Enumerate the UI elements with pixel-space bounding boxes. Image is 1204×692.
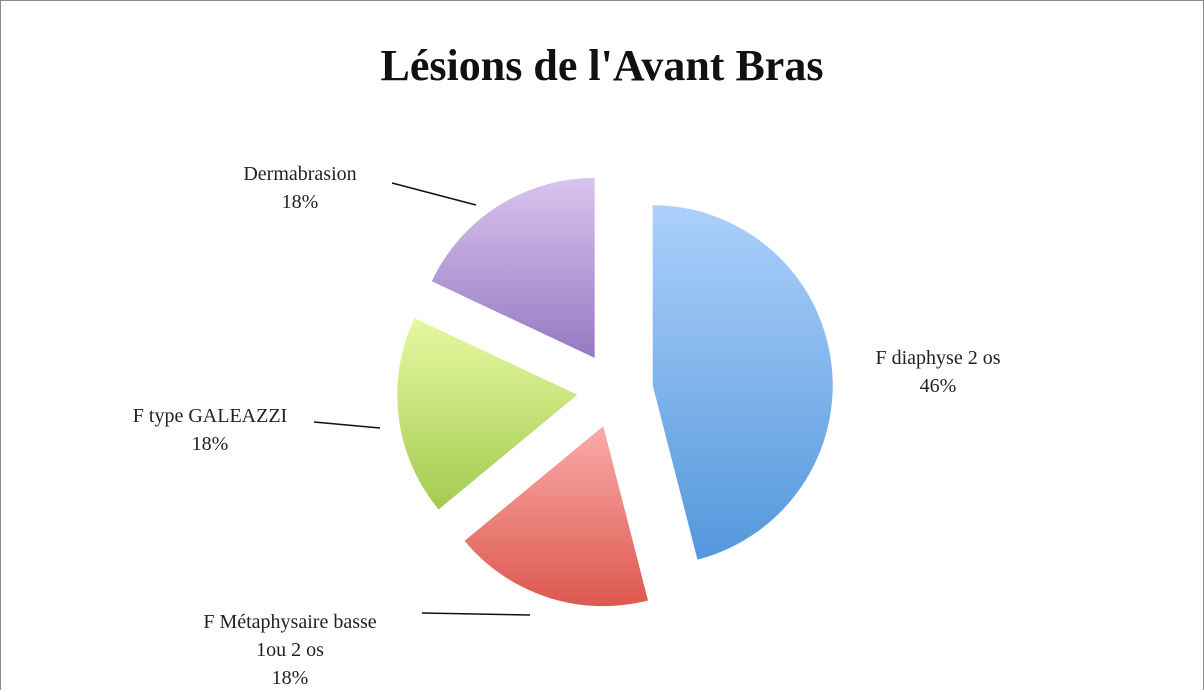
slice-value: 18% (271, 667, 309, 689)
pie-slice (431, 177, 595, 358)
slice-category: F Métaphysaire basse 1ou 2 os (203, 611, 377, 661)
pie-slice (464, 426, 649, 607)
leader-line (421, 612, 531, 616)
pie-slice (397, 318, 578, 510)
slice-value: 46% (919, 375, 957, 397)
pie-slice (652, 205, 833, 560)
chart-title: Lésions de l'Avant Bras (380, 41, 824, 90)
slice-label: Dermabrasion 18% (190, 160, 410, 216)
slice-label: F Métaphysaire basse 1ou 2 os 18% (190, 608, 390, 692)
leader-line (313, 421, 381, 429)
slice-category: Dermabrasion (243, 163, 357, 185)
slice-value: 18% (281, 191, 319, 213)
leader-line (391, 182, 477, 206)
slice-value: 18% (191, 433, 229, 455)
slice-label: F type GALEAZZI 18% (100, 402, 320, 458)
slice-label: F diaphyse 2 os 46% (828, 344, 1048, 400)
slice-category: F type GALEAZZI (132, 405, 288, 427)
slice-category: F diaphyse 2 os (875, 347, 1001, 369)
